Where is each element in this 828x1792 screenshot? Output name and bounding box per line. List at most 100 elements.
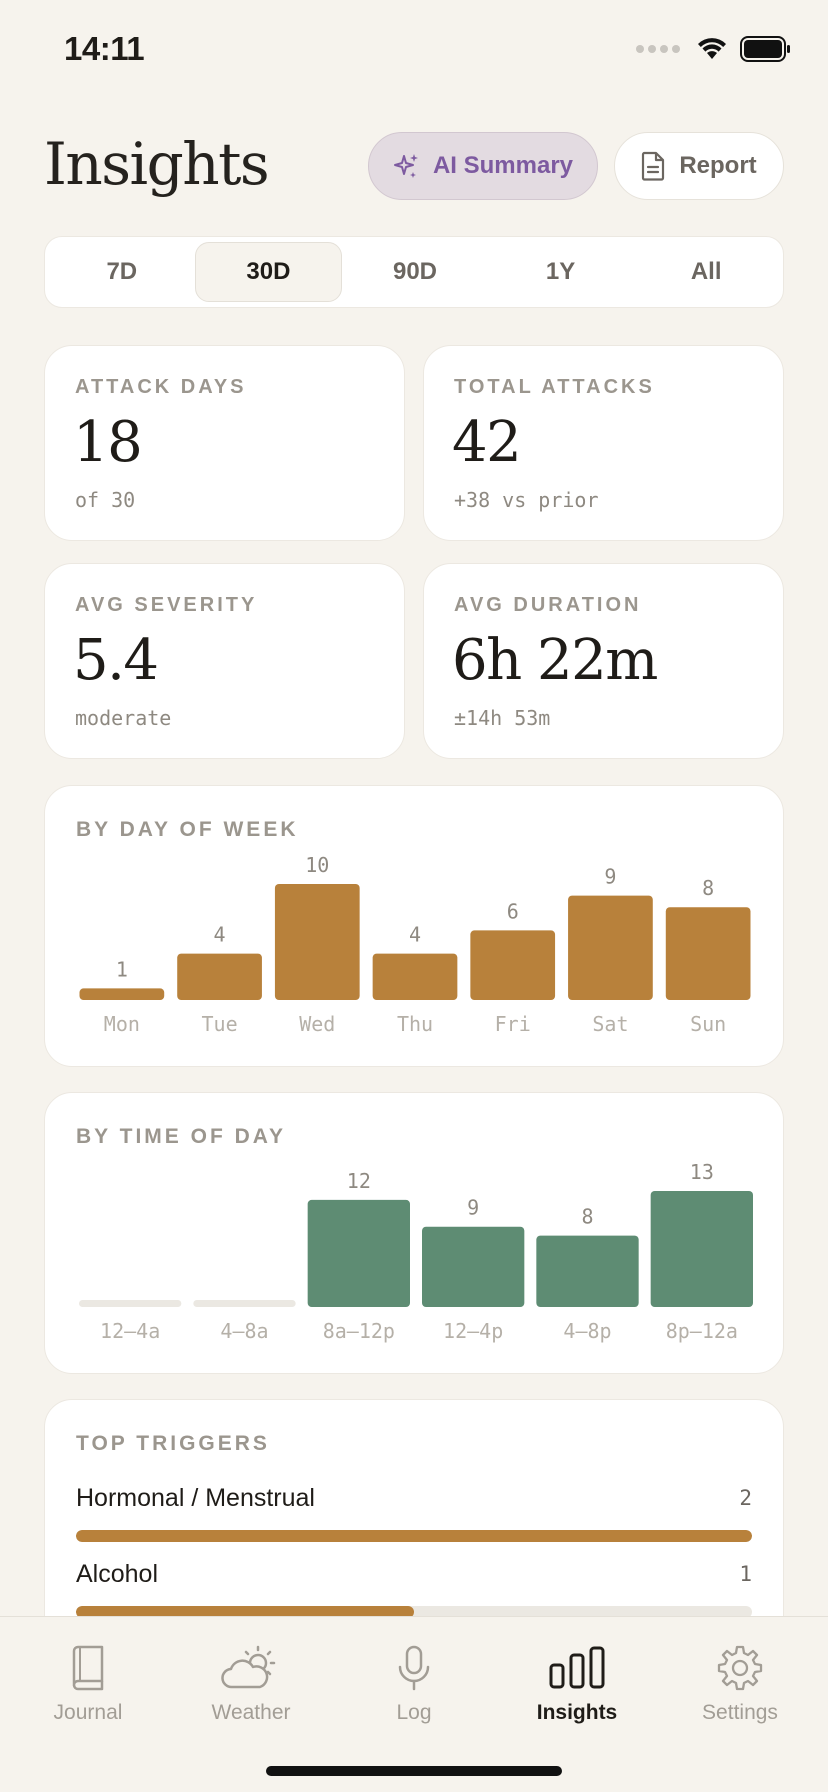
page-title: Insights: [44, 130, 270, 198]
stat-value: 42: [452, 410, 522, 475]
tab-settings[interactable]: Settings: [670, 1645, 810, 1725]
trigger-count: 1: [739, 1562, 752, 1586]
chart-bar-3: [372, 953, 458, 1000]
section-title: TOP TRIGGERS: [76, 1432, 270, 1455]
chart-title: BY TIME OF DAY: [76, 1125, 287, 1148]
chart-category-label-1: 4–8a: [220, 1319, 268, 1343]
tab-insights[interactable]: Insights: [507, 1645, 647, 1725]
chart-bar-6: [665, 907, 751, 1000]
chart-value-label-5: 13: [690, 1160, 714, 1184]
chart-category-label-2: 8a–12p: [323, 1319, 395, 1343]
trigger-bar-fill: [76, 1530, 752, 1542]
wifi-icon: [698, 38, 726, 59]
chart-category-label-0: Mon: [104, 1012, 140, 1036]
range-tab-all[interactable]: All: [690, 258, 722, 285]
ai-summary-label: AI Summary: [432, 152, 574, 179]
chart-value-label-4: 6: [507, 899, 519, 923]
stat-sub: of 30: [75, 488, 136, 512]
chart-value-label-1: 4: [214, 923, 226, 947]
chart-bar-5: [650, 1191, 753, 1307]
range-tab-30d[interactable]: 30D: [194, 242, 343, 302]
home-indicator: [266, 1766, 562, 1776]
tab-label: Weather: [211, 1701, 291, 1724]
signal-icon: [636, 45, 680, 53]
chart-bar-0: [79, 1300, 182, 1307]
stat-label: AVG DURATION: [454, 594, 642, 616]
day-of-week-card: BY DAY OF WEEK 1 Mon 4 Tue 10 Wed 4 Thu 6 Fri 9 Sat…: [44, 785, 784, 1067]
tab-label: Insights: [536, 1701, 618, 1724]
top-triggers-card: TOP TRIGGERS Hormonal / Menstrual 2 Alco…: [44, 1399, 784, 1659]
stat-label: TOTAL ATTACKS: [454, 376, 655, 398]
tab-log[interactable]: Log: [344, 1645, 484, 1725]
stat-sub: ±14h 53m: [454, 706, 551, 730]
trigger-bar-track: [76, 1530, 752, 1542]
weather-icon: [221, 1645, 276, 1689]
chart-category-label-3: 12–4p: [443, 1319, 503, 1343]
chart-value-label-3: 9: [467, 1196, 479, 1220]
tab-bar: Journal Weather Log Insights: [0, 1616, 828, 1792]
chart-value-label-0: 1: [116, 957, 128, 981]
range-tab-1y[interactable]: 1Y: [545, 258, 576, 285]
attack-days-card: ATTACK DAYS 18 of 30: [44, 345, 405, 541]
tab-label: Journal: [53, 1701, 123, 1724]
range-tabs: 7D 30D 90D 1Y All: [44, 236, 784, 308]
stat-value: 18: [73, 410, 143, 475]
total-attacks-card: TOTAL ATTACKS 42 +38 vs prior: [423, 345, 784, 541]
chart-value-label-5: 9: [604, 865, 616, 889]
chart-bar-4: [470, 930, 556, 1000]
battery-icon: [740, 36, 790, 62]
chart-category-label-5: Sat: [592, 1012, 628, 1036]
chart-bar-3: [422, 1226, 525, 1307]
gear-icon: [717, 1645, 763, 1691]
chart-bar-2: [274, 884, 360, 1000]
chart-category-label-4: 4–8p: [563, 1319, 611, 1343]
time-of-day-card: BY TIME OF DAY 12–4a 4–8a 12 8a–12p 9 12–4p 8 4…: [44, 1092, 784, 1374]
status-time: 14:11: [64, 30, 145, 67]
tab-label: Log: [396, 1701, 432, 1724]
chart-category-label-1: Tue: [202, 1012, 238, 1036]
chart-category-label-4: Fri: [495, 1012, 531, 1036]
trigger-bar-fill: [76, 1606, 414, 1618]
microphone-icon: [398, 1645, 430, 1691]
bar-chart-icon: [549, 1646, 605, 1689]
tab-journal[interactable]: Journal: [18, 1645, 158, 1725]
chart-bar-2: [307, 1199, 410, 1307]
chart-category-label-6: Sun: [690, 1012, 726, 1036]
chart-bar-5: [568, 895, 653, 1000]
stat-value: 5.4: [73, 628, 159, 693]
chart-bar-0: [79, 988, 165, 1000]
chart-bar-1: [193, 1300, 296, 1307]
trigger-bar-track: [76, 1606, 752, 1618]
stat-sub: moderate: [75, 706, 172, 730]
status-bar: 14:11: [0, 0, 828, 100]
report-button[interactable]: Report: [614, 132, 784, 200]
stat-label: AVG SEVERITY: [75, 594, 258, 616]
chart-category-label-2: Wed: [299, 1012, 335, 1036]
stat-value: 6h 22m: [452, 628, 658, 693]
report-label: Report: [679, 152, 757, 179]
book-icon: [72, 1645, 104, 1691]
range-tab-7d[interactable]: 7D: [106, 258, 138, 285]
chart-category-label-5: 8p–12a: [666, 1319, 738, 1343]
time-of-day-chart: 12–4a 4–8a 12 8a–12p 9 12–4p 8 4–8p 13 8p–12a: [79, 1160, 753, 1343]
chart-value-label-2: 10: [305, 853, 329, 877]
sparkle-icon: [393, 154, 418, 178]
avg-duration-card: AVG DURATION 6h 22m ±14h 53m: [423, 563, 784, 759]
chart-bar-4: [536, 1235, 639, 1307]
trigger-label: Hormonal / Menstrual: [76, 1484, 315, 1512]
chart-bar-1: [177, 953, 262, 1000]
chart-value-label-3: 4: [409, 923, 421, 947]
status-icons: [636, 36, 792, 62]
range-tab-90d[interactable]: 90D: [392, 258, 437, 285]
chart-value-label-2: 12: [347, 1169, 371, 1193]
ai-summary-button[interactable]: AI Summary: [368, 132, 598, 200]
avg-severity-card: AVG SEVERITY 5.4 moderate: [44, 563, 405, 759]
chart-value-label-6: 8: [702, 876, 714, 900]
chart-category-label-0: 12–4a: [100, 1319, 160, 1343]
tab-label: Settings: [702, 1701, 778, 1724]
chart-value-label-4: 8: [581, 1205, 593, 1229]
tab-weather[interactable]: Weather: [181, 1645, 321, 1725]
chart-category-label-3: Thu: [397, 1012, 433, 1036]
trigger-count: 2: [739, 1486, 752, 1510]
stat-sub: +38 vs prior: [454, 488, 599, 512]
